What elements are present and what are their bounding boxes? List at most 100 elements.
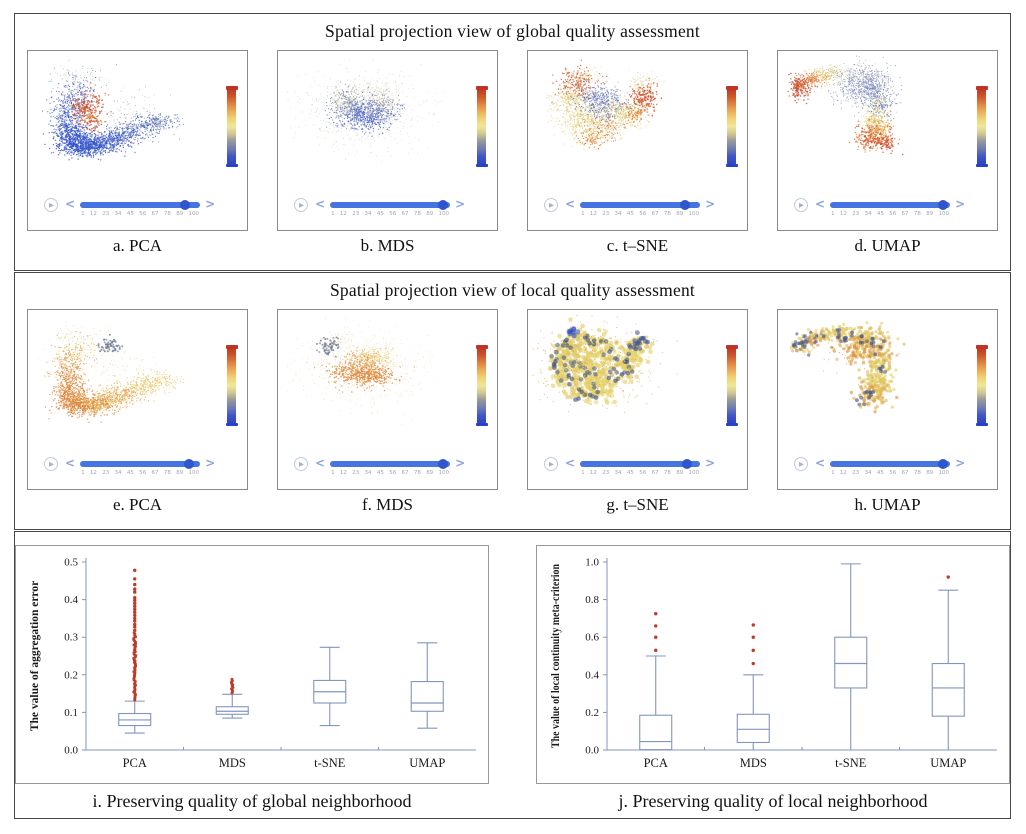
panel-caption: d. UMAP [854, 236, 921, 255]
tick-label: 12 [339, 470, 347, 476]
section-boxplots: 0.0 0.1 0.2 0.3 0.4 0.5 The value of aggregati… [14, 531, 1011, 819]
panel-group: ▶ < 1 12 23 34 45 56 67 78 89 100 > f. MDS [277, 309, 498, 515]
slider-knob[interactable] [438, 459, 449, 469]
play-button[interactable]: ▶ [544, 457, 558, 471]
timeline-slider: ▶ < 1 12 23 34 45 56 67 78 89 100 > [794, 456, 965, 476]
tick-label: 23 [852, 211, 860, 217]
tick-label: 67 [901, 470, 909, 476]
scatter-plot [789, 321, 906, 414]
tick-label: 23 [602, 470, 610, 476]
chevron-right-icon[interactable]: > [705, 456, 716, 470]
slider-track-wrap: 1 12 23 34 45 56 67 78 89 100 [580, 197, 701, 217]
chevron-left-icon[interactable]: < [565, 197, 576, 211]
slider-track[interactable] [80, 459, 201, 469]
slider-knob[interactable] [180, 200, 191, 210]
tick-label: 12 [589, 211, 597, 217]
tick-label: 1 [331, 211, 335, 217]
play-icon: ▶ [49, 200, 54, 209]
tick-label: 1 [831, 470, 835, 476]
panel-group: ▶ < 1 12 23 34 45 56 67 78 89 100 > h. UMAP [777, 309, 998, 515]
slider-knob[interactable] [682, 459, 693, 469]
timeline-slider: ▶ < 1 12 23 34 45 56 67 78 89 100 > [294, 197, 465, 217]
play-button[interactable]: ▶ [44, 198, 58, 212]
chevron-left-icon[interactable]: < [65, 456, 76, 470]
slider-track-wrap: 1 12 23 34 45 56 67 78 89 100 [330, 197, 451, 217]
slider-tick-labels: 1 12 23 34 45 56 67 78 89 100 [830, 211, 950, 217]
chevron-left-icon[interactable]: < [65, 197, 76, 211]
slider-track[interactable] [830, 200, 951, 210]
play-button[interactable]: ▶ [44, 457, 58, 471]
tick-label: 67 [651, 470, 659, 476]
slider-track[interactable] [580, 200, 701, 210]
tick-label: 67 [901, 211, 909, 217]
scatter-plot [41, 60, 184, 161]
tick-label: 34 [114, 211, 122, 217]
slider-track[interactable] [330, 459, 451, 469]
panel-group: ▶ < 1 12 23 34 45 56 67 78 89 100 > c. t–SNE [527, 50, 748, 256]
scatter-plot [787, 55, 904, 156]
slider-knob[interactable] [183, 459, 194, 469]
tick-label: 12 [89, 211, 97, 217]
tick-label: 34 [614, 211, 622, 217]
play-button[interactable]: ▶ [294, 457, 308, 471]
tick-label: 45 [876, 211, 884, 217]
play-button[interactable]: ▶ [794, 198, 808, 212]
chevron-right-icon[interactable]: > [705, 197, 716, 211]
play-icon: ▶ [549, 459, 554, 468]
tick-label: 56 [639, 211, 647, 217]
boxplot-global-frame: 0.0 0.1 0.2 0.3 0.4 0.5 The value of aggregati… [15, 545, 489, 784]
tick-label: 1 [81, 211, 85, 217]
colorbar [475, 86, 488, 167]
colorbar [975, 345, 988, 426]
tick-label: 23 [352, 470, 360, 476]
scatter-plot [287, 317, 438, 425]
chevron-right-icon[interactable]: > [955, 197, 966, 211]
play-button[interactable]: ▶ [794, 457, 808, 471]
tick-label: 89 [426, 211, 434, 217]
section-title-local: Spatial projection view of local quality… [330, 280, 695, 300]
section-local-quality: Spatial projection view of local quality… [14, 272, 1011, 530]
tick-label: 56 [889, 211, 897, 217]
colorbar [225, 86, 238, 167]
chevron-left-icon[interactable]: < [815, 197, 826, 211]
chevron-right-icon[interactable]: > [455, 197, 466, 211]
panel-group: ▶ < 1 12 23 34 45 56 67 78 89 100 > a. PCA [27, 50, 248, 256]
tick-label: 78 [663, 211, 671, 217]
slider-knob[interactable] [438, 200, 449, 210]
chevron-left-icon[interactable]: < [815, 456, 826, 470]
tick-label: 100 [938, 470, 950, 476]
scatter-plot [532, 314, 679, 413]
chevron-right-icon[interactable]: > [455, 456, 466, 470]
tick-label: 78 [413, 470, 421, 476]
slider-knob[interactable] [680, 200, 691, 210]
chevron-left-icon[interactable]: < [565, 456, 576, 470]
chevron-left-icon[interactable]: < [315, 456, 326, 470]
slider-track[interactable] [580, 459, 701, 469]
slider-track[interactable] [330, 200, 451, 210]
slider-track[interactable] [830, 459, 951, 469]
slider-track-wrap: 1 12 23 34 45 56 67 78 89 100 [830, 197, 951, 217]
play-button[interactable]: ▶ [294, 198, 308, 212]
play-button[interactable]: ▶ [544, 198, 558, 212]
colorbar [725, 345, 738, 426]
chevron-right-icon[interactable]: > [205, 456, 216, 470]
projection-panel: ▶ < 1 12 23 34 45 56 67 78 89 100 > [27, 309, 248, 490]
chevron-left-icon[interactable]: < [315, 197, 326, 211]
timeline-slider: ▶ < 1 12 23 34 45 56 67 78 89 100 > [544, 197, 715, 217]
slider-knob[interactable] [938, 459, 949, 469]
tick-label: 78 [163, 470, 171, 476]
tick-label: 89 [676, 470, 684, 476]
chevron-right-icon[interactable]: > [205, 197, 216, 211]
colorbar [475, 345, 488, 426]
tick-label: 45 [626, 470, 634, 476]
slider-track[interactable] [80, 200, 201, 210]
panel-group: ▶ < 1 12 23 34 45 56 67 78 89 100 > b. MDS [277, 50, 498, 256]
tick-label: 12 [339, 211, 347, 217]
slider-knob[interactable] [938, 200, 949, 210]
chevron-right-icon[interactable]: > [955, 456, 966, 470]
panel-caption: f. MDS [361, 495, 413, 514]
tick-label: 34 [614, 470, 622, 476]
boxplot-local-group: 0.0 0.2 0.4 0.6 0.8 1.0 The value of local con… [536, 545, 1010, 812]
tick-label: 1 [81, 470, 85, 476]
tick-label: 56 [889, 470, 897, 476]
